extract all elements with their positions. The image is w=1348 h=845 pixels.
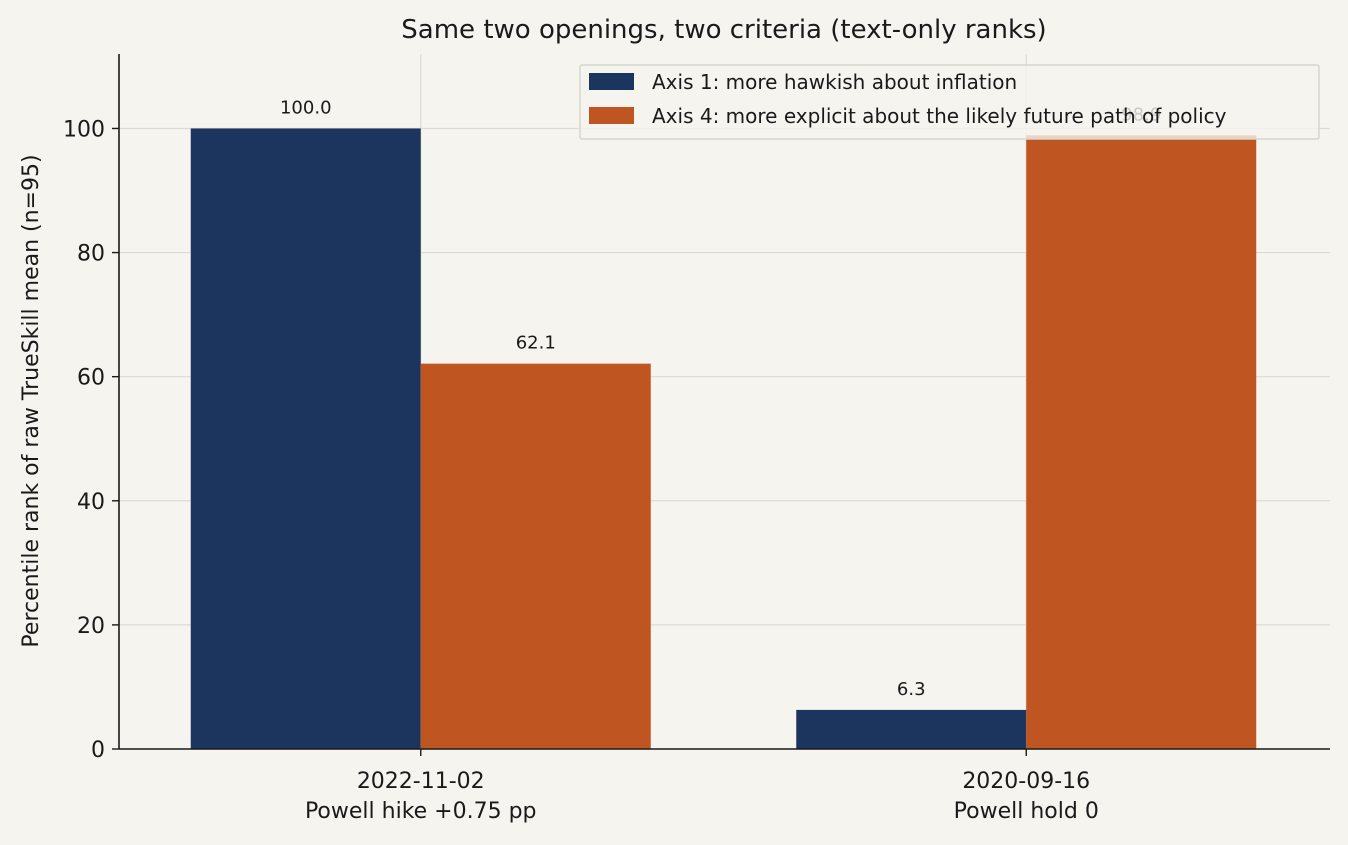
legend: Axis 1: more hawkish about inflation Axis… (579, 64, 1320, 140)
x-category-label-2-line1: 2020-09-16 (962, 769, 1090, 794)
legend-box (579, 64, 1320, 140)
x-category-label-2-line2: Powell hold 0 (954, 799, 1099, 824)
bars (190, 128, 1257, 750)
y-ticks: 0 20 40 60 80 100 (63, 117, 119, 763)
x-category-label-1-line2: Powell hike +0.75 pp (305, 799, 537, 824)
legend-label-2: Axis 4: more explicit about the likely f… (652, 104, 1227, 128)
bar-series2-cat1 (420, 363, 651, 749)
y-tick-label-60: 60 (77, 366, 105, 391)
bar-series1-cat2 (796, 709, 1027, 749)
y-tick-label-20: 20 (77, 614, 105, 639)
x-category-labels: 2022-11-02 Powell hike +0.75 pp 2020-09-16… (305, 749, 1099, 824)
data-label-series1-cat1: 100.0 (280, 97, 332, 118)
axes (118, 54, 1330, 750)
y-tick-label-100: 100 (63, 117, 105, 142)
data-label-series1-cat2: 6.3 (897, 679, 926, 700)
legend-label-1: Axis 1: more hawkish about inflation (652, 70, 1017, 94)
y-tick-label-0: 0 (91, 738, 105, 763)
legend-swatch-1 (589, 73, 634, 90)
x-category-label-1-line1: 2022-11-02 (357, 769, 485, 794)
legend-swatch-2 (589, 107, 634, 124)
bar-series2-cat2 (1026, 135, 1257, 750)
bar-series1-cat1 (190, 128, 421, 749)
y-tick-label-40: 40 (77, 490, 105, 515)
chart-title: Same two openings, two criteria (text-on… (401, 15, 1046, 45)
y-tick-label-80: 80 (77, 242, 105, 267)
y-axis-label: Percentile rank of raw TrueSkill mean (n… (19, 154, 44, 647)
data-label-series2-cat1: 62.1 (516, 333, 556, 354)
